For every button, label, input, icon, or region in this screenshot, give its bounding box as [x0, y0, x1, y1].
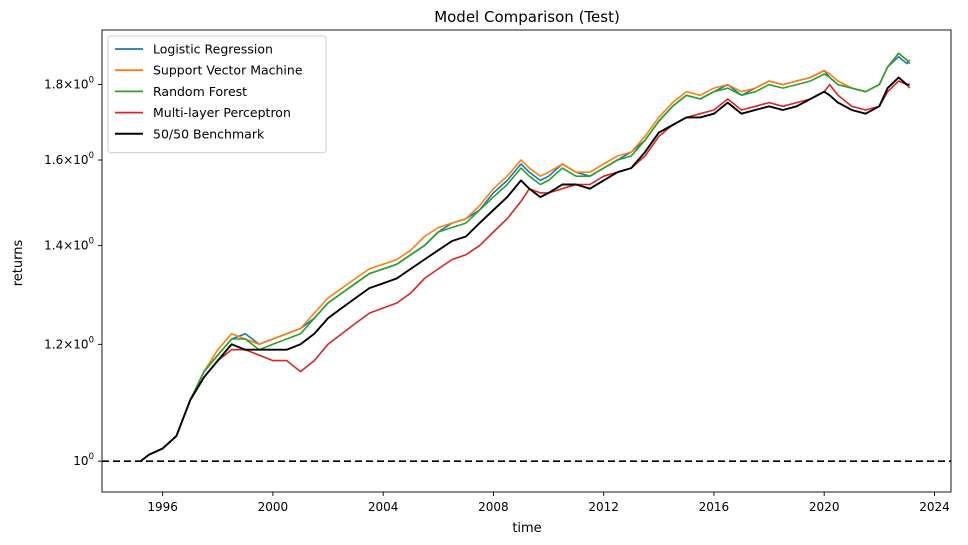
x-tick-label: 2004: [368, 500, 399, 514]
x-tick-label: 2020: [809, 500, 840, 514]
y-tick-label: 1.6×100: [44, 151, 94, 167]
x-tick-label: 1996: [147, 500, 178, 514]
y-tick-label: 1.8×100: [44, 76, 94, 92]
axes-frame: [101, 29, 952, 493]
plot-area: [101, 29, 952, 493]
x-tick-label: 2000: [258, 500, 289, 514]
legend-box: [107, 35, 327, 154]
x-tick-label: 2012: [588, 500, 619, 514]
x-tick-label: 2008: [478, 500, 509, 514]
legend-label-50-50-benchmark: 50/50 Benchmark: [153, 126, 265, 141]
series-line-50-50-benchmark: [140, 76, 910, 462]
series-line-random-forest: [140, 52, 911, 462]
y-axis-label: returns: [11, 240, 26, 287]
x-axis-label: time: [512, 521, 541, 536]
y-tick-label: 100: [73, 452, 94, 468]
legend: Logistic Regression Support Vector Machin…: [107, 35, 327, 154]
y-tick-label: 1.4×100: [44, 237, 94, 253]
chart-title: Model Comparison (Test): [434, 8, 620, 26]
x-tick-label: 2024: [919, 500, 950, 514]
x-axis: 1996 2000 2004 2008 2012 2016 2020 2024: [147, 492, 950, 514]
legend-label-random-forest: Random Forest: [153, 84, 247, 99]
legend-label-logistic-regression: Logistic Regression: [153, 42, 273, 57]
series-line-support-vector-machine: [140, 52, 911, 462]
y-axis: 100 1.2×100 1.4×100 1.6×100 1.8×100: [44, 76, 102, 468]
legend-label-multi-layer-perceptron: Multi-layer Perceptron: [153, 105, 291, 120]
y-tick-label: 1.2×100: [44, 335, 94, 351]
legend-label-support-vector-machine: Support Vector Machine: [153, 63, 303, 78]
x-tick-label: 2016: [699, 500, 730, 514]
